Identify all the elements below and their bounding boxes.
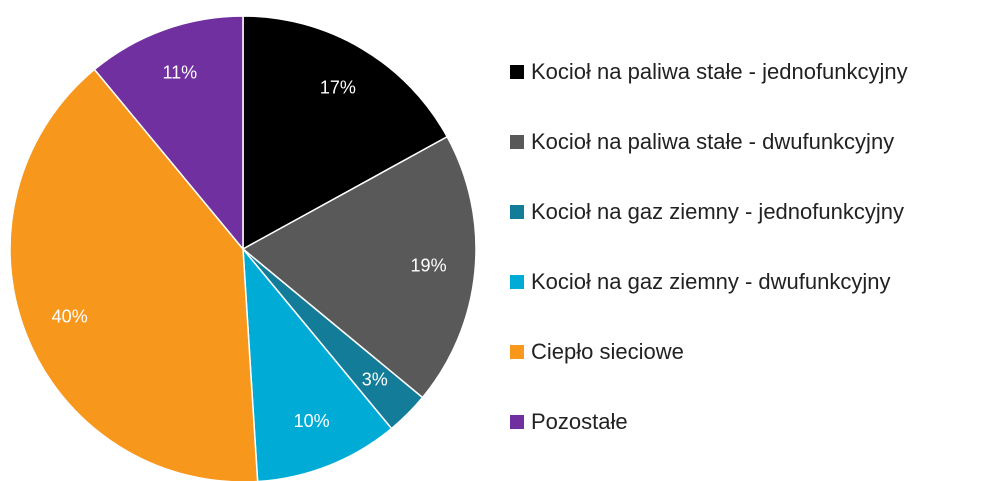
pie-slice [9, 68, 259, 481]
legend-swatch [510, 345, 524, 359]
legend-swatch [510, 415, 524, 429]
legend-label: Kocioł na gaz ziemny - jednofunkcyjny [531, 199, 904, 224]
value-label: 11% [163, 62, 198, 82]
pie-slice [242, 15, 449, 251]
legend-swatch [510, 275, 524, 289]
pie-slice [93, 15, 244, 252]
value-label: 19% [411, 255, 447, 275]
legend-label: Kocioł na paliwa stałe - dwufunkcyjny [531, 129, 894, 154]
legend-label: Ciepło sieciowe [531, 339, 684, 364]
legend-swatch [510, 65, 524, 79]
legend-swatch [510, 205, 524, 219]
legend-label: Pozostałe [531, 409, 628, 434]
value-label: 40% [52, 306, 88, 326]
value-label: 3% [362, 370, 388, 390]
value-label: 10% [294, 411, 330, 431]
legend-label: Kocioł na gaz ziemny - dwufunkcyjny [531, 269, 891, 294]
pie-slice [241, 135, 477, 399]
legend-label: Kocioł na paliwa stałe - jednofunkcyjny [531, 59, 908, 84]
value-label: 17% [320, 77, 356, 97]
legend-swatch [510, 135, 524, 149]
